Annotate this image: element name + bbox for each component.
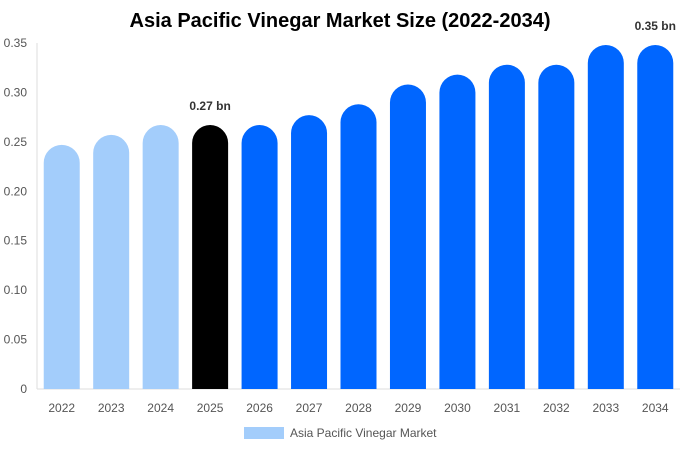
x-tick-label: 2025 [197, 401, 224, 415]
x-tick-label: 2029 [395, 401, 422, 415]
bar-2026 [241, 125, 278, 389]
bar-2022 [43, 144, 80, 389]
bars [43, 44, 674, 390]
y-tick-label: 0.15 [4, 234, 28, 248]
bar-2031 [488, 64, 525, 389]
bar-2032 [538, 64, 575, 389]
legend-label: Asia Pacific Vinegar Market [290, 426, 437, 440]
data-label-2025: 0.27 bn [189, 99, 230, 113]
y-tick-label: 0.30 [4, 85, 28, 99]
bar-2033 [587, 44, 624, 389]
x-tick-label: 2023 [98, 401, 125, 415]
x-tick-label: 2027 [296, 401, 323, 415]
x-tick-label: 2032 [543, 401, 570, 415]
bar-2034 [637, 44, 674, 389]
y-tick-label: 0.05 [4, 333, 28, 347]
y-tick-label: 0.25 [4, 135, 28, 149]
y-tick-label: 0.10 [4, 283, 28, 297]
bar-2029 [389, 84, 426, 390]
bar-2025 [192, 125, 229, 389]
x-tick-label: 2026 [246, 401, 273, 415]
x-tick-label: 2028 [345, 401, 372, 415]
bar-2023 [93, 134, 130, 389]
y-tick-label: 0.20 [4, 184, 28, 198]
x-tick-label: 2033 [592, 401, 619, 415]
x-tick-label: 2030 [444, 401, 471, 415]
bar-2028 [340, 104, 377, 389]
bar-2030 [439, 74, 476, 390]
axes: 0 0.05 0.10 0.15 0.20 0.25 0.30 0.35 2022 2023 202… [4, 36, 680, 415]
y-tick-label: 0.35 [4, 36, 28, 50]
x-tick-label: 2031 [494, 401, 521, 415]
chart-title: Asia Pacific Vinegar Market Size (2022-2… [130, 10, 551, 32]
bar-2027 [291, 115, 328, 389]
x-tick-label: 2024 [147, 401, 174, 415]
y-tick-label: 0 [20, 382, 27, 396]
x-tick-label: 2022 [48, 401, 75, 415]
legend-swatch [244, 427, 284, 439]
x-tick-label: 2034 [642, 401, 669, 415]
data-labels: 0.27 bn 0.35 bn [189, 19, 676, 113]
data-label-2034: 0.35 bn [635, 19, 676, 33]
legend: Asia Pacific Vinegar Market [244, 426, 437, 440]
bar-2024 [142, 125, 179, 389]
